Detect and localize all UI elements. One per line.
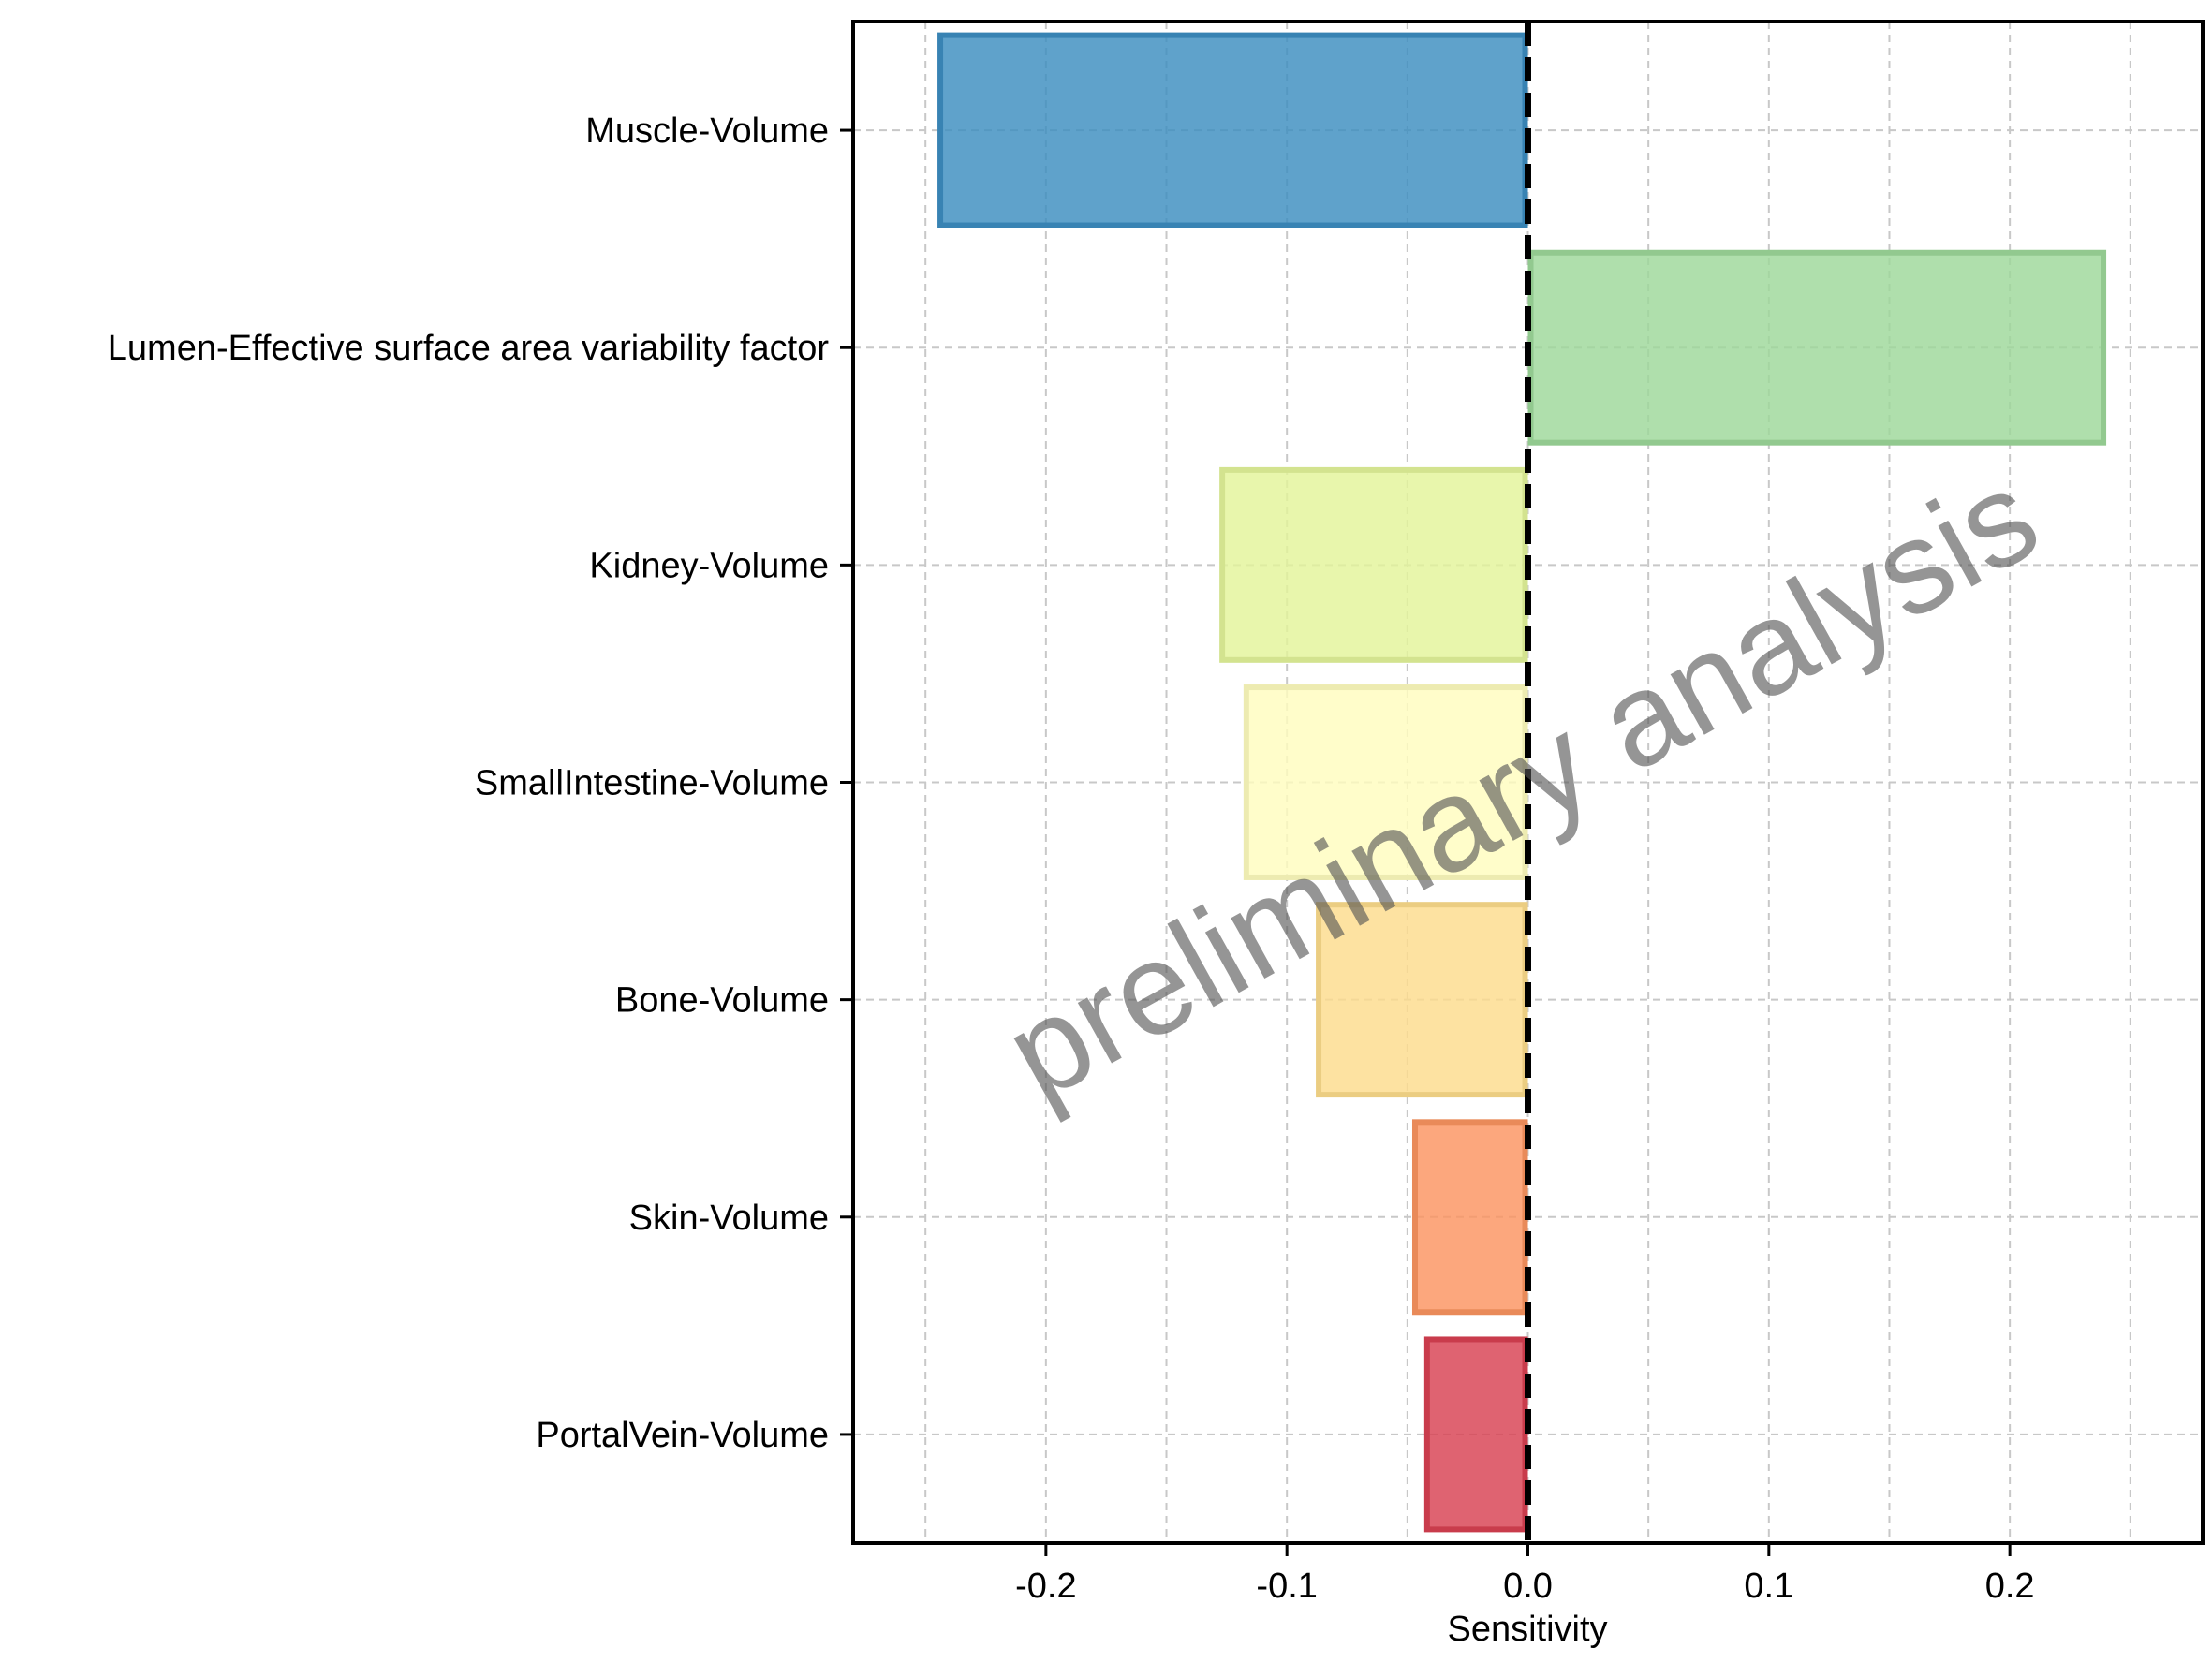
y-tick-label: Lumen-Effective surface area variability… bbox=[108, 329, 830, 368]
bar-lumen-effective-surface-area-variability-factor bbox=[1527, 249, 2107, 446]
y-tick-label: Bone-Volume bbox=[615, 981, 829, 1021]
x-tick-label: -0.1 bbox=[1256, 1567, 1317, 1606]
bar-skin-volume bbox=[1411, 1119, 1528, 1316]
bar-bone-volume bbox=[1316, 902, 1528, 1098]
bar-smallintestine-volume bbox=[1243, 684, 1528, 880]
y-tick-label: PortalVein-Volume bbox=[536, 1416, 829, 1455]
x-axis: -0.2 -0.1 0.0 0.1 0.2 bbox=[1015, 1543, 2035, 1606]
y-tick-label: Muscle-Volume bbox=[585, 111, 829, 151]
bar-layer bbox=[937, 32, 2107, 1533]
y-tick-label: Kidney-Volume bbox=[589, 546, 829, 585]
bar-kidney-volume bbox=[1219, 466, 1528, 663]
x-tick-label: 0.1 bbox=[1744, 1567, 1793, 1606]
x-tick-label: -0.2 bbox=[1015, 1567, 1076, 1606]
x-axis-title: Sensitivity bbox=[1447, 1610, 1607, 1649]
x-tick-label: 0.0 bbox=[1503, 1567, 1553, 1606]
y-tick-label: Skin-Volume bbox=[629, 1199, 829, 1238]
y-tick-label: SmallIntestine-Volume bbox=[475, 764, 829, 803]
bar-portalvein-volume bbox=[1423, 1336, 1528, 1533]
y-axis: Muscle-Volume Lumen-Effective surface are… bbox=[108, 111, 853, 1455]
bar-muscle-volume bbox=[937, 32, 1528, 228]
x-tick-label: 0.2 bbox=[1985, 1567, 2035, 1606]
